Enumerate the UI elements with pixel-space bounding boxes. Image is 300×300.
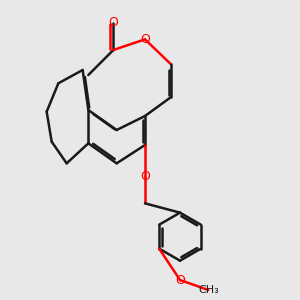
Text: O: O bbox=[108, 16, 118, 29]
Text: O: O bbox=[140, 33, 150, 46]
Text: O: O bbox=[140, 170, 150, 183]
Text: CH₃: CH₃ bbox=[198, 285, 219, 295]
Text: O: O bbox=[175, 274, 185, 286]
